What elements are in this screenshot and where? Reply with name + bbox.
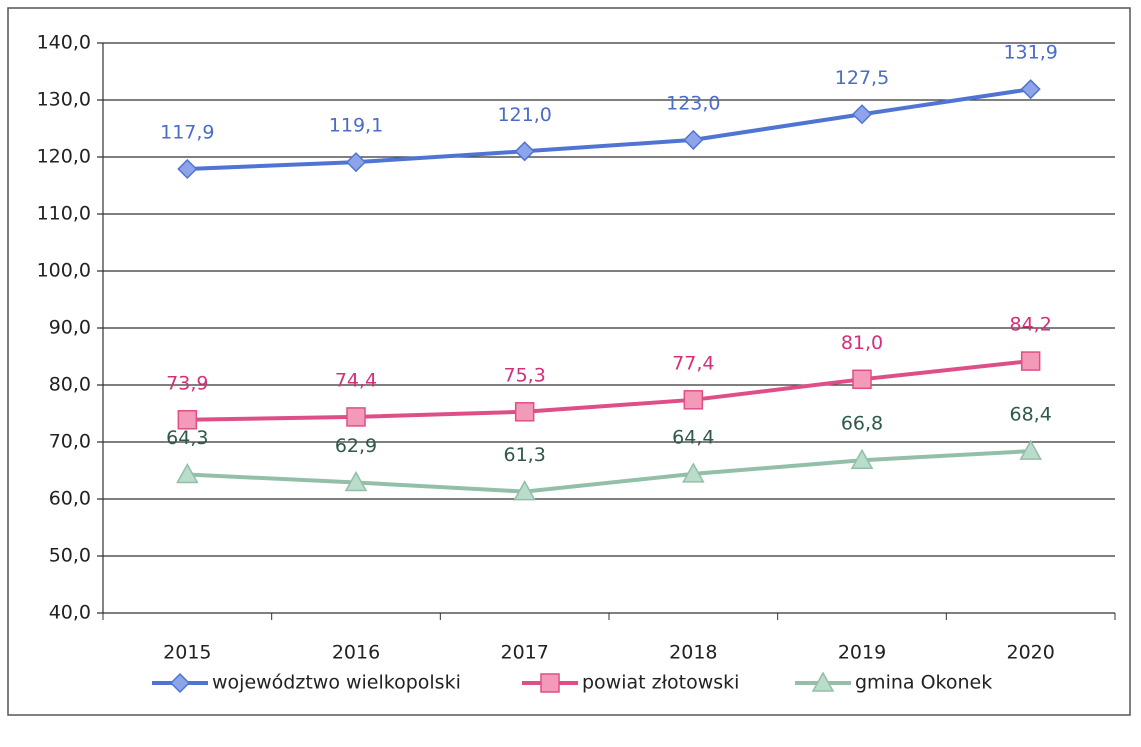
- x-tick-label: 2020: [1006, 642, 1054, 664]
- marker: [1020, 79, 1041, 100]
- x-tick-label: 2017: [500, 642, 548, 664]
- y-tick-label: 40,0: [49, 602, 91, 624]
- legend-label: gmina Okonek: [855, 672, 992, 694]
- data-label: 64,3: [166, 427, 208, 449]
- marker: [513, 480, 536, 501]
- data-label: 61,3: [504, 444, 546, 466]
- y-tick-label: 140,0: [37, 32, 91, 54]
- y-tick-label: 80,0: [49, 374, 91, 396]
- data-label: 121,0: [497, 104, 551, 126]
- y-tick-label: 110,0: [37, 203, 91, 225]
- x-tick-label: 2018: [669, 642, 717, 664]
- marker: [540, 673, 560, 693]
- marker: [514, 141, 535, 162]
- marker: [811, 671, 835, 692]
- y-tick-label: 60,0: [49, 488, 91, 510]
- data-label: 84,2: [1010, 314, 1052, 336]
- legend-label: powiat złotowski: [582, 672, 739, 694]
- marker: [850, 448, 874, 469]
- data-label: 62,9: [335, 435, 377, 457]
- data-label: 66,8: [841, 413, 883, 435]
- marker: [682, 462, 705, 483]
- marker: [169, 672, 191, 694]
- y-tick-label: 50,0: [49, 545, 91, 567]
- y-tick-label: 130,0: [37, 89, 91, 111]
- data-label: 81,0: [841, 332, 883, 354]
- series-line: [187, 359, 1031, 422]
- y-tick-label: 70,0: [49, 431, 91, 453]
- marker: [1019, 439, 1042, 460]
- series-line: [187, 87, 1031, 171]
- data-label: 68,4: [1010, 404, 1052, 426]
- marker: [177, 158, 198, 180]
- marker: [683, 390, 704, 410]
- marker: [851, 104, 873, 125]
- marker: [345, 152, 367, 173]
- marker: [177, 410, 198, 430]
- data-label: 119,1: [329, 115, 383, 137]
- y-tick-label: 90,0: [49, 317, 91, 339]
- y-tick-label: 100,0: [37, 260, 91, 282]
- data-label: 73,9: [166, 372, 208, 394]
- marker: [346, 407, 366, 427]
- marker: [344, 470, 368, 492]
- marker: [683, 129, 704, 150]
- data-label: 75,3: [504, 364, 546, 386]
- marker: [1020, 351, 1041, 371]
- marker: [852, 369, 872, 390]
- data-label: 127,5: [835, 67, 889, 89]
- y-tick-label: 120,0: [37, 146, 91, 168]
- series-line: [187, 449, 1031, 494]
- marker: [514, 402, 535, 422]
- data-label: 123,0: [666, 92, 720, 114]
- x-tick-label: 2015: [163, 642, 211, 664]
- data-label: 64,4: [672, 426, 714, 448]
- data-label: 117,9: [160, 121, 214, 143]
- x-tick-label: 2019: [838, 642, 886, 664]
- x-tick-label: 2016: [332, 642, 380, 664]
- data-label: 74,4: [335, 369, 377, 391]
- data-label: 131,9: [1003, 42, 1057, 64]
- data-label: 77,4: [672, 352, 714, 374]
- legend-label: województwo wielkopolski: [212, 672, 461, 694]
- marker: [176, 462, 199, 484]
- chart-frame: [7, 7, 1131, 716]
